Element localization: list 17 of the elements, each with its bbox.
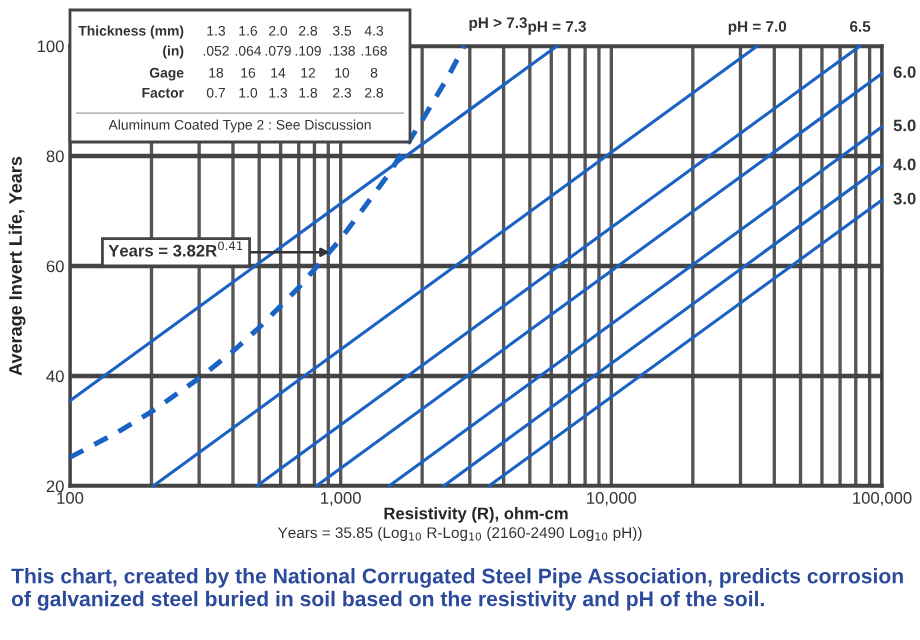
x-axis-title: Resistivity (R), ohm-cm [384, 507, 568, 523]
series-label: 5.0 [893, 119, 916, 132]
x-tick-label: 10,000 [587, 492, 637, 506]
x-tick-label: 100 [57, 492, 84, 504]
x-tick-label: 1,000 [321, 492, 361, 506]
y-tick-label: 20 [46, 480, 64, 493]
y-tick-label: 80 [46, 150, 64, 163]
series-label: 3.0 [893, 192, 916, 205]
y-tick-label: 100 [37, 40, 64, 53]
text: This chart, created by the National Corrugated Steel Pipe Association, predicts corrosion of galvanized steel buried in soil based on the resistivity and pH of the soil. [11, 568, 903, 611]
x-tick-label: 100,000 [853, 492, 912, 506]
y-axis-title: Average Invert Life, Years [8, 156, 26, 376]
series-label: 6.0 [893, 66, 916, 78]
y-tick-label: 60 [46, 260, 64, 273]
series-label: 4.0 [893, 158, 916, 171]
annotation: Years = 3.82R$^{0.41}$ [108, 241, 243, 257]
y-tick-label: 40 [46, 370, 64, 383]
